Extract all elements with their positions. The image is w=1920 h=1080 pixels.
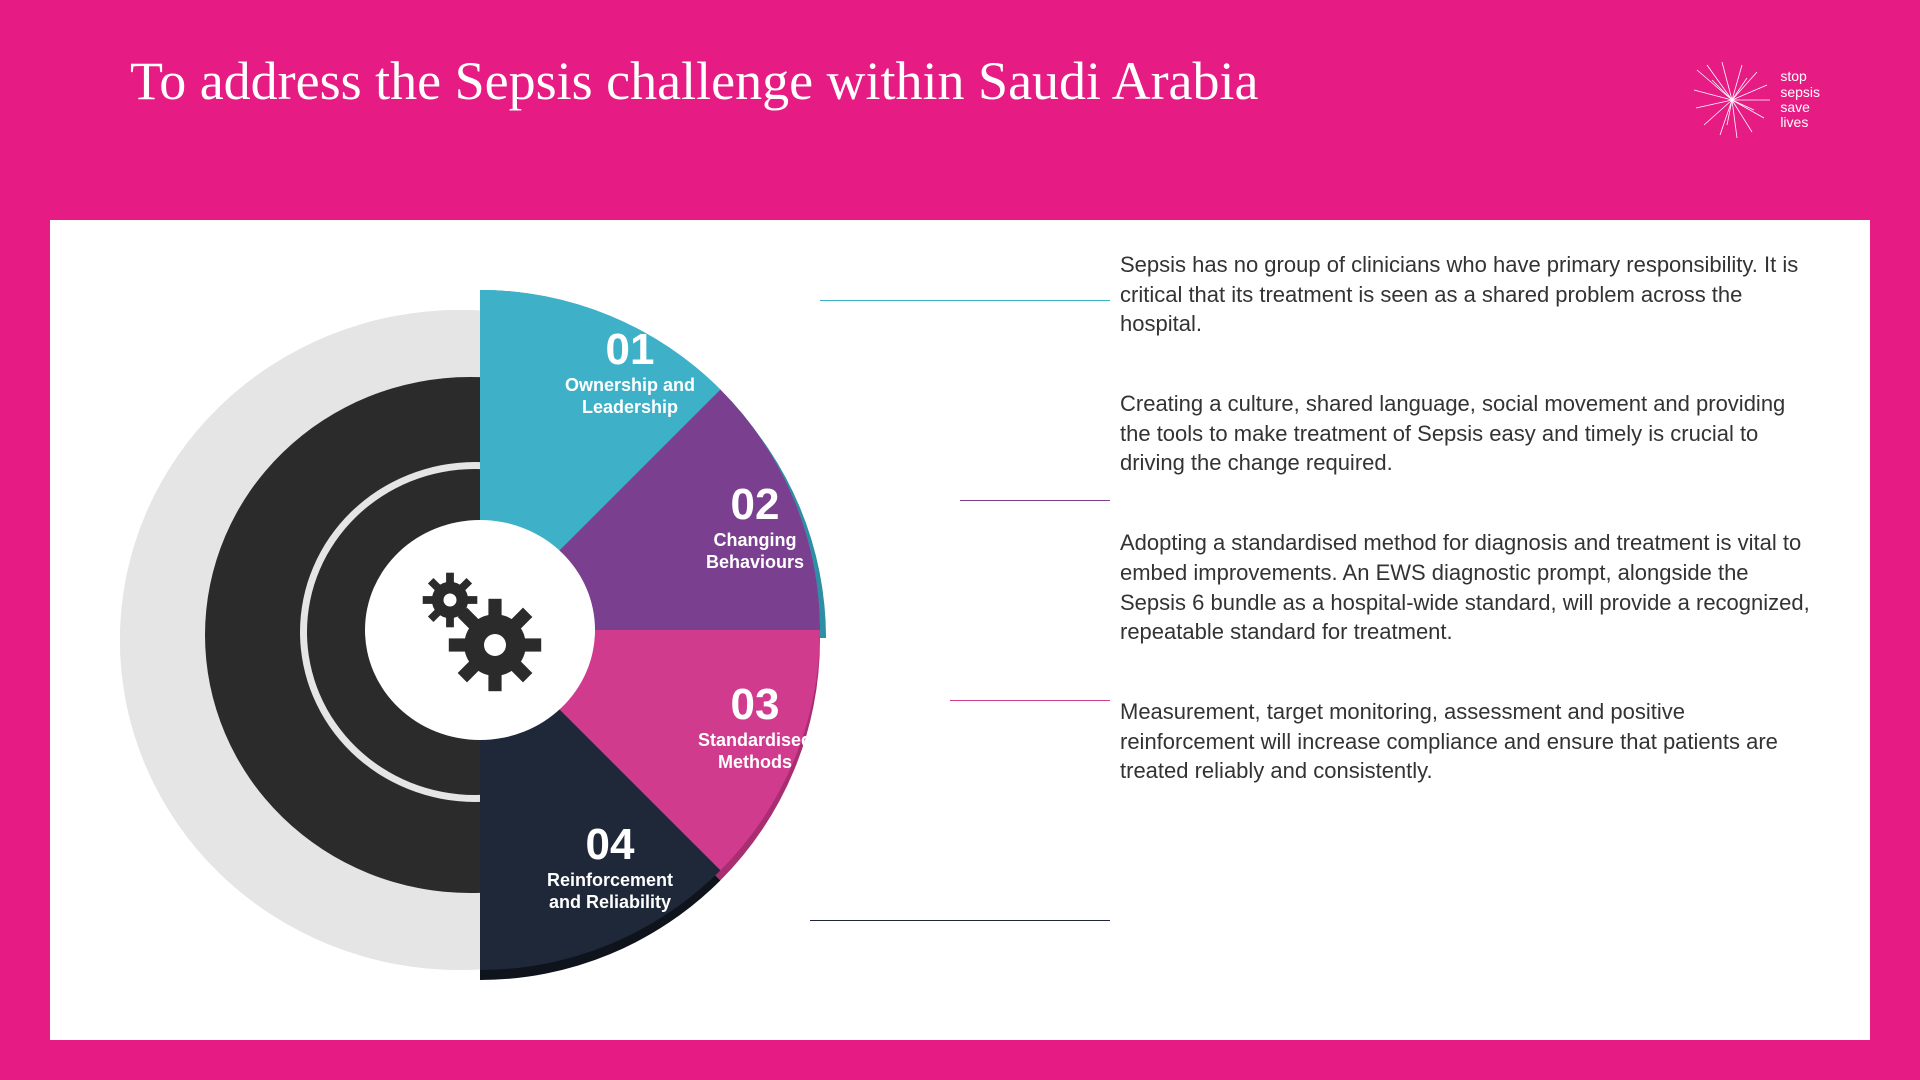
logo-burst-icon [1692,60,1772,140]
slice-name: StandardisedMethods [665,730,845,773]
slice-label-01: 01 Ownership andLeadership [540,325,720,418]
logo-line: lives [1780,115,1820,130]
desc-03: Adopting a standardised method for diagn… [1120,528,1820,647]
slice-name: ChangingBehaviours [665,530,845,573]
desc-02: Creating a culture, shared language, soc… [1120,389,1820,478]
slice-num: 02 [665,480,845,530]
slice-name: Ownership andLeadership [540,375,720,418]
page-title: To address the Sepsis challenge within S… [130,50,1259,112]
desc-04: Measurement, target monitoring, assessme… [1120,697,1820,786]
logo-line: sepsis [1780,85,1820,100]
slice-num: 03 [665,680,845,730]
content-panel: 01 Ownership andLeadership 02 ChangingBe… [50,220,1870,1040]
logo: stop sepsis save lives [1692,60,1820,140]
slice-name: Reinforcementand Reliability [510,870,710,913]
slice-label-04: 04 Reinforcementand Reliability [510,820,710,913]
logo-text: stop sepsis save lives [1780,69,1820,131]
descriptions: Sepsis has no group of clinicians who ha… [1120,250,1820,836]
logo-line: save [1780,100,1820,115]
desc-01: Sepsis has no group of clinicians who ha… [1120,250,1820,339]
slice-label-02: 02 ChangingBehaviours [665,480,845,573]
slice-num: 01 [540,325,720,375]
connector-line [960,500,1110,501]
slice-label-03: 03 StandardisedMethods [665,680,845,773]
header: To address the Sepsis challenge within S… [0,0,1920,220]
infographic-diagram: 01 Ownership andLeadership 02 ChangingBe… [110,260,960,1000]
logo-line: stop [1780,69,1820,84]
slice-num: 04 [510,820,710,870]
connector-line [950,700,1110,701]
